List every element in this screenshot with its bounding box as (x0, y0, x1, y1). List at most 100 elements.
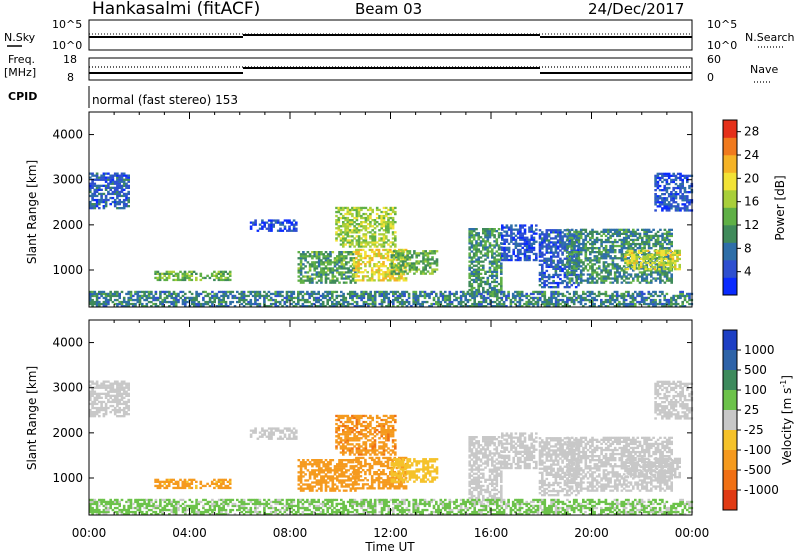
power-cell (401, 252, 405, 255)
power-cell (167, 270, 171, 273)
power-cell (582, 298, 585, 302)
power-cell (514, 240, 518, 243)
power-cell (629, 273, 633, 276)
power-cell (484, 234, 487, 237)
power-cell (321, 292, 325, 296)
power-cell (577, 247, 581, 250)
power-cell (577, 284, 580, 287)
power-cell (673, 251, 677, 254)
power-cell (479, 295, 483, 298)
power-cell (566, 244, 569, 248)
power-cell (394, 298, 397, 302)
power-cell (606, 298, 610, 302)
power-cell (625, 275, 628, 278)
power-cell (186, 274, 189, 277)
power-cell (389, 245, 393, 248)
power-cell (331, 302, 334, 306)
power-cell (331, 267, 335, 270)
power-cell (577, 255, 580, 258)
velocity-cell (107, 398, 110, 402)
power-cell (570, 257, 574, 260)
power-cell (362, 206, 365, 210)
power-cell (174, 300, 178, 304)
power-cell (120, 188, 124, 191)
power-cell (276, 300, 280, 304)
power-cell (482, 232, 485, 235)
power-cell (676, 184, 680, 188)
power-cell (535, 254, 538, 258)
power-cell (373, 263, 376, 266)
power-cell (342, 259, 346, 262)
power-cell (422, 258, 425, 261)
power-cell (668, 257, 671, 260)
power-cell (285, 292, 289, 296)
power-cell (311, 263, 314, 266)
power-cell (613, 300, 617, 304)
power-cell (640, 290, 644, 294)
power-cell (337, 219, 341, 222)
power-cell (455, 298, 458, 302)
power-cell (335, 233, 338, 236)
power-cell (577, 240, 581, 244)
power-cell (346, 225, 350, 228)
power-cell (640, 296, 644, 300)
power-cell (405, 298, 409, 302)
power-cell (514, 242, 518, 245)
power-cell (672, 186, 675, 190)
power-cell (556, 245, 560, 248)
power-cell (613, 290, 617, 294)
power-cell (412, 290, 415, 294)
power-cell (625, 228, 628, 231)
power-cell (525, 294, 528, 298)
power-cell (299, 265, 303, 268)
power-cell (355, 231, 359, 234)
power-cell (582, 290, 585, 294)
power-cell (413, 252, 416, 255)
power-cell (120, 290, 124, 294)
power-cell (380, 243, 383, 246)
power-cell (100, 200, 103, 204)
power-cell (656, 271, 660, 274)
power-cell (304, 255, 307, 258)
power-cell (672, 197, 675, 200)
power-cell (475, 254, 478, 257)
power-cell (401, 272, 405, 275)
power-cell (661, 279, 664, 282)
power-cell (566, 273, 569, 276)
power-cell (355, 210, 359, 214)
power-cell (470, 258, 474, 261)
power-cell (613, 244, 617, 248)
power-cell (622, 244, 626, 248)
velocity-cell (89, 411, 92, 414)
power-cell (116, 192, 119, 196)
power-cell (122, 192, 126, 196)
power-cell (228, 274, 232, 277)
power-cell (394, 231, 397, 234)
power-cell (263, 225, 266, 228)
power-cell (400, 273, 403, 276)
power-cell (512, 242, 515, 245)
power-cell (665, 180, 669, 184)
power-cell (683, 298, 687, 302)
power-cell (344, 206, 347, 210)
power-cell (600, 275, 603, 278)
power-cell (382, 237, 386, 240)
power-cell (362, 305, 366, 308)
power-cell (357, 279, 360, 282)
power-cell (552, 296, 556, 300)
power-cell (663, 281, 667, 284)
power-cell (360, 296, 363, 300)
power-cell (324, 255, 328, 258)
power-cell (641, 240, 644, 244)
power-cell (377, 254, 381, 258)
power-cell (154, 302, 158, 306)
power-cell (170, 296, 173, 300)
power-cell (385, 229, 388, 232)
power-cell (242, 296, 246, 300)
power-cell (405, 305, 409, 308)
velocity-cell (127, 400, 130, 404)
power-cell (362, 239, 365, 242)
power-cell (377, 248, 381, 252)
power-cell (541, 245, 544, 248)
